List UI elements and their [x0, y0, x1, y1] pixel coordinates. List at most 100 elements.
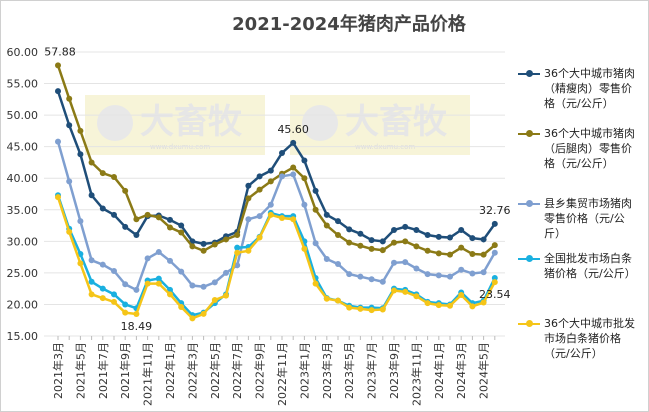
data-point: [301, 245, 308, 252]
data-point: [323, 211, 330, 218]
legend-label: 36个大中城市猪肉（精瘦肉）零售价格（元/公斤）: [544, 67, 635, 110]
data-point: [458, 266, 465, 273]
data-point: [144, 211, 151, 218]
data-point: [413, 293, 420, 300]
data-point: [211, 279, 218, 286]
data-point: [144, 255, 151, 262]
y-tick-label: 20.00: [7, 298, 39, 311]
data-point: [55, 138, 61, 145]
data-point: [245, 247, 252, 254]
data-point: [167, 291, 173, 298]
data-point: [155, 280, 162, 287]
data-point: [133, 232, 140, 239]
data-point: [447, 251, 453, 258]
data-point: [99, 170, 106, 177]
data-point: [469, 270, 476, 277]
data-point: [301, 201, 308, 208]
data-point: [66, 178, 73, 185]
data-point: [469, 235, 476, 242]
data-point: [458, 291, 465, 298]
data-point: [368, 245, 375, 252]
data-point: [491, 220, 498, 227]
data-point: [402, 259, 409, 266]
data-point: [480, 269, 487, 276]
y-tick-label: 30.00: [7, 235, 39, 248]
data-point: [66, 122, 73, 129]
data-point: [335, 218, 341, 225]
data-point: [77, 260, 84, 267]
data-point: [178, 222, 185, 229]
data-point: [88, 257, 95, 264]
watermark-logo: [302, 105, 338, 141]
data-point: [480, 299, 487, 306]
data-point: [379, 306, 386, 313]
x-tick-label: 2022年5月: [208, 342, 222, 399]
series-line: [56, 196, 496, 320]
data-point: [99, 285, 106, 292]
x-tick-label: 2021年5月: [73, 342, 87, 399]
x-tick-label: 2022年11月: [275, 342, 289, 406]
data-point: [77, 127, 84, 134]
data-point: [435, 302, 442, 309]
x-tick-label: 2023年9月: [387, 342, 401, 399]
x-tick-label: 2022年1月: [163, 342, 177, 399]
series-line: [56, 64, 496, 256]
data-point: [290, 216, 297, 223]
series-line: [56, 194, 496, 317]
data-point: [189, 315, 196, 322]
data-point: [391, 259, 397, 266]
y-tick-label: 60.00: [7, 46, 39, 59]
data-point: [178, 229, 185, 236]
data-point: [402, 238, 409, 245]
data-point: [234, 262, 241, 269]
data-point: [267, 201, 274, 208]
data-label: 45.60: [277, 123, 309, 136]
data-point: [99, 261, 106, 268]
data-point: [447, 302, 453, 309]
data-point: [335, 297, 341, 304]
data-point: [279, 173, 285, 180]
data-point: [480, 251, 487, 258]
data-point: [256, 186, 263, 193]
data-point: [290, 139, 297, 146]
y-tick-label: 50.00: [7, 109, 39, 122]
data-point: [99, 295, 106, 302]
data-point: [346, 239, 353, 246]
legend-label: 36个大中城市猪肉（后腿肉）零售价格（元/公斤）: [544, 127, 635, 170]
data-point: [122, 309, 129, 316]
data-point: [312, 240, 319, 247]
data-point: [144, 280, 151, 287]
data-point: [424, 232, 431, 239]
series-line: [56, 90, 496, 246]
data-label: 57.88: [44, 45, 76, 58]
data-point: [402, 288, 409, 295]
data-point: [323, 295, 330, 302]
data-point: [368, 307, 375, 314]
data-point: [413, 243, 420, 250]
legend-label: 全国批发市场白条猪价格（元/公斤）: [544, 252, 636, 280]
legend-label: 县乡集贸市场猪肉零售价格（元/公斤）: [544, 197, 632, 240]
data-point: [77, 151, 84, 158]
data-point: [458, 244, 465, 251]
data-point: [88, 159, 95, 166]
data-point: [346, 226, 353, 233]
data-point: [211, 297, 218, 304]
data-point: [122, 281, 129, 288]
data-label: 23.54: [479, 288, 511, 301]
data-point: [379, 247, 386, 254]
data-point: [245, 182, 252, 189]
watermark: 大畜牧: [345, 102, 448, 142]
legend-entry: 36个大中城市猪肉（精瘦肉）零售价格（元/公斤）: [518, 66, 636, 111]
data-point: [133, 310, 140, 317]
y-tick-label: 45.00: [7, 141, 39, 154]
data-point: [312, 280, 319, 287]
data-point: [312, 206, 319, 213]
data-point: [88, 192, 95, 199]
x-tick-label: 2023年5月: [342, 342, 356, 399]
data-point: [234, 249, 241, 256]
y-tick-label: 55.00: [7, 78, 39, 91]
legend-swatch: [518, 316, 544, 331]
data-point: [379, 278, 386, 285]
data-point: [155, 214, 162, 221]
